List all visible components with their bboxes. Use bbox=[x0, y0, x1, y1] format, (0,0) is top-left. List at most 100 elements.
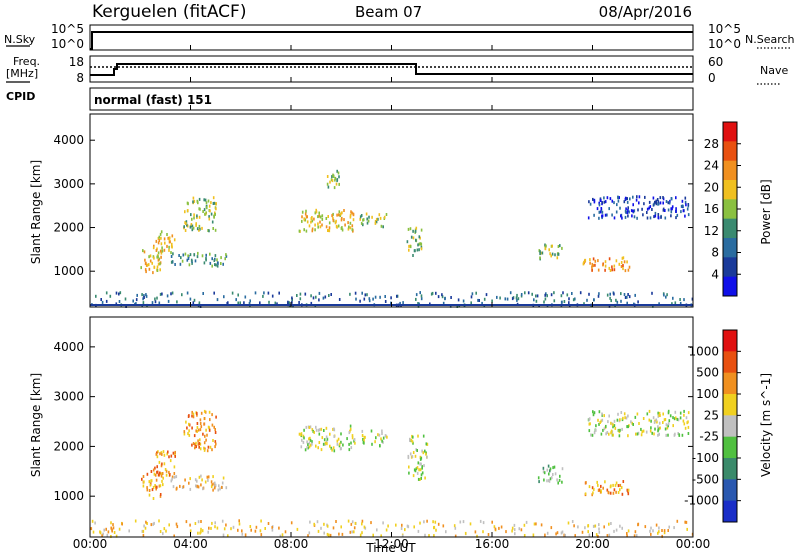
echo-cell bbox=[148, 493, 151, 497]
echo-cell bbox=[156, 255, 158, 259]
echo-cell bbox=[142, 484, 145, 488]
echo-cell bbox=[366, 221, 369, 225]
echo-cell bbox=[342, 443, 344, 447]
echo-cell bbox=[327, 215, 329, 218]
echo-cell bbox=[199, 428, 202, 432]
echo-cell bbox=[615, 528, 618, 532]
echo-cell bbox=[166, 452, 168, 456]
echo-cell bbox=[249, 299, 251, 303]
echo-cell bbox=[423, 520, 425, 524]
echo-cell bbox=[174, 263, 176, 266]
echo-cell bbox=[187, 257, 190, 260]
echo-cell bbox=[592, 257, 595, 261]
echo-cell bbox=[659, 201, 662, 205]
colorbar-swatch bbox=[723, 276, 737, 297]
echo-cell bbox=[431, 291, 434, 295]
echo-cell bbox=[352, 218, 355, 222]
echo-cell bbox=[255, 525, 258, 529]
echo-cell bbox=[646, 216, 649, 220]
echo-cell bbox=[588, 200, 590, 204]
echo-cell bbox=[600, 484, 602, 488]
echo-cell bbox=[387, 524, 389, 528]
echo-cell bbox=[150, 479, 153, 483]
echo-cell bbox=[202, 292, 204, 295]
echo-cell bbox=[608, 522, 610, 526]
echo-cell bbox=[657, 213, 660, 216]
echo-cell bbox=[156, 265, 159, 269]
echo-cell bbox=[197, 442, 200, 446]
echo-cell bbox=[311, 440, 313, 444]
echo-cell bbox=[611, 213, 613, 217]
echo-cell bbox=[374, 220, 377, 223]
echo-cell bbox=[110, 526, 112, 530]
echo-cell bbox=[214, 228, 217, 232]
echo-cell bbox=[686, 207, 689, 211]
echo-cell bbox=[381, 432, 383, 435]
date-title: 08/Apr/2016 bbox=[599, 3, 692, 21]
echo-cell bbox=[318, 214, 321, 218]
echo-cell bbox=[243, 301, 245, 305]
echo-cell bbox=[207, 425, 210, 429]
echo-cell bbox=[652, 196, 655, 200]
echo-cell bbox=[159, 262, 161, 266]
echo-cell bbox=[171, 234, 174, 238]
echo-cell bbox=[622, 480, 625, 483]
echo-cell bbox=[181, 293, 183, 297]
echo-cell bbox=[145, 270, 147, 274]
echo-cell bbox=[652, 416, 655, 420]
echo-cell bbox=[298, 432, 301, 436]
echo-cell bbox=[160, 474, 163, 478]
echo-cell bbox=[411, 434, 413, 438]
echo-cell bbox=[650, 419, 652, 423]
echo-cell bbox=[193, 434, 196, 438]
echo-cell bbox=[651, 291, 653, 295]
echo-cell bbox=[549, 252, 551, 256]
echo-cell bbox=[171, 475, 174, 479]
echo-cell bbox=[309, 436, 311, 440]
echo-cell bbox=[598, 216, 600, 220]
echo-cell bbox=[410, 438, 413, 442]
echo-cell bbox=[311, 227, 314, 231]
echo-cell bbox=[311, 219, 314, 223]
echo-cell bbox=[470, 301, 472, 305]
echo-cell bbox=[158, 484, 161, 488]
colorbar-swatch bbox=[723, 180, 737, 200]
echo-cell bbox=[613, 424, 616, 428]
echo-cell bbox=[588, 533, 591, 537]
echo-cell bbox=[363, 439, 365, 442]
colorbar-swatch bbox=[723, 141, 737, 162]
echo-cell bbox=[420, 228, 423, 232]
echo-cell bbox=[419, 478, 421, 481]
echo-cell bbox=[425, 452, 427, 456]
echo-cell bbox=[173, 534, 175, 538]
y-tick-label: 4000 bbox=[53, 133, 84, 147]
echo-cell bbox=[195, 223, 197, 227]
echo-cell bbox=[222, 262, 224, 266]
echo-cell bbox=[204, 434, 206, 438]
colorbar-tick-label: 16 bbox=[704, 202, 719, 216]
echo-cell bbox=[550, 526, 553, 530]
echo-cell bbox=[417, 243, 419, 247]
echo-cell bbox=[505, 530, 507, 534]
echo-cell bbox=[442, 524, 445, 528]
echo-cell bbox=[670, 210, 673, 214]
echo-cell bbox=[513, 523, 516, 527]
freq-tick-bottom: 8 bbox=[76, 71, 84, 85]
echo-cell bbox=[685, 203, 687, 207]
echo-cell bbox=[271, 526, 273, 530]
echo-cell bbox=[155, 478, 158, 482]
echo-cell bbox=[608, 304, 611, 308]
echo-cell bbox=[597, 259, 599, 263]
echo-cell bbox=[541, 251, 544, 255]
echo-cell bbox=[385, 213, 388, 216]
echo-cell bbox=[423, 464, 425, 468]
echo-cell bbox=[263, 291, 265, 295]
echo-cell bbox=[619, 524, 621, 528]
echo-cell bbox=[291, 296, 293, 300]
echo-cell bbox=[548, 248, 550, 252]
echo-cell bbox=[179, 262, 182, 266]
echo-cell bbox=[196, 411, 198, 415]
echo-cell bbox=[271, 294, 274, 298]
echo-cell bbox=[230, 527, 232, 531]
echo-cell bbox=[379, 216, 382, 220]
